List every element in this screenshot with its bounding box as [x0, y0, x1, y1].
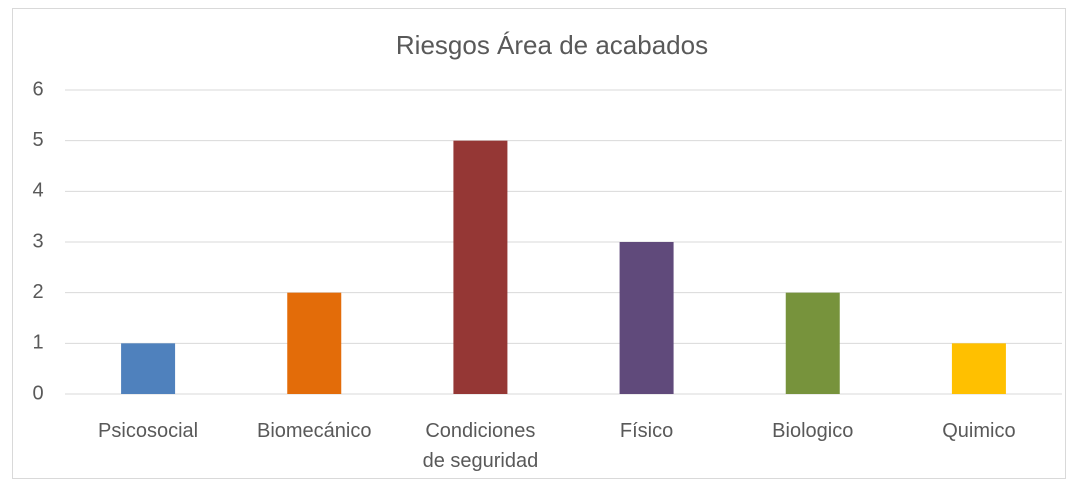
chart-title: Riesgos Área de acabados: [396, 30, 708, 60]
x-tick-label: Condiciones de seguridad: [422, 420, 539, 472]
y-tick-label: 4: [32, 180, 43, 202]
bar: [785, 292, 840, 394]
x-tick-label: Biomecánico: [256, 420, 372, 442]
bar: [951, 343, 1006, 394]
bar: [121, 343, 176, 394]
y-tick-label: 5: [32, 129, 43, 151]
y-tick-label: 1: [32, 332, 43, 354]
chart-border: [12, 8, 1066, 479]
y-tick-label: 0: [32, 382, 43, 404]
x-tick-label: Físico: [619, 420, 674, 442]
x-tick-label: Biologico: [772, 420, 854, 442]
x-tick-label: Psicosocial: [98, 420, 199, 442]
y-tick-label: 3: [32, 230, 43, 252]
bar: [619, 242, 674, 394]
bar: [453, 140, 508, 394]
y-tick-label: 2: [32, 281, 43, 303]
y-tick-label: 6: [32, 78, 43, 100]
x-tick-label: Quimico: [942, 420, 1016, 442]
bar: [287, 292, 342, 394]
